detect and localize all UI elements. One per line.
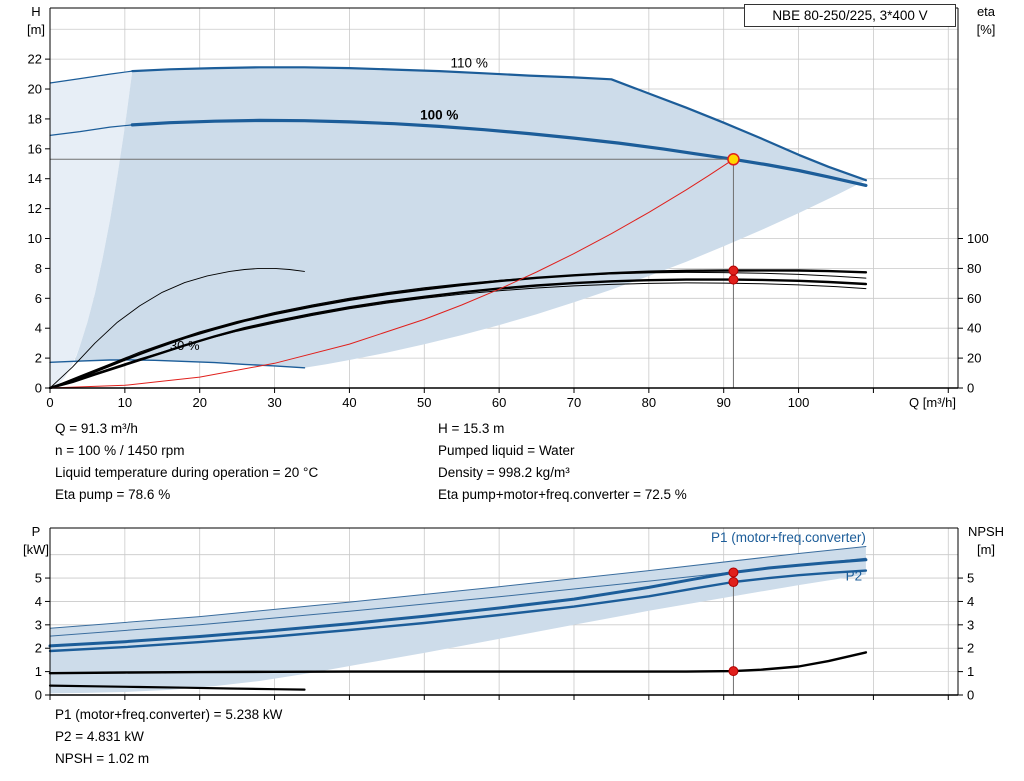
eta-total-point[interactable]: [728, 274, 739, 285]
svg-text:14: 14: [28, 171, 42, 186]
svg-text:4: 4: [35, 594, 42, 609]
svg-text:2: 2: [35, 351, 42, 366]
svg-text:20: 20: [967, 351, 981, 366]
svg-text:3: 3: [35, 617, 42, 632]
svg-text:60: 60: [492, 395, 506, 410]
curve-100: [130, 118, 868, 187]
readout-line-temperature: Liquid temperature during operation = 20…: [55, 465, 319, 480]
eta-minspeed: [49, 267, 305, 389]
svg-text:2: 2: [967, 641, 974, 656]
readout-line-p1: P1 (motor+freq.converter) = 5.238 kW: [55, 707, 283, 722]
svg-text:40: 40: [342, 395, 356, 410]
p2-curve: [48, 569, 868, 653]
readout-line-npsh: NPSH = 1.02 m: [55, 751, 150, 766]
svg-text:P1 (motor+freq.converter): P1 (motor+freq.converter): [711, 530, 866, 545]
svg-text:4: 4: [967, 594, 974, 609]
operating-envelope: [74, 67, 866, 368]
svg-text:P: P: [32, 524, 41, 539]
npsh-point[interactable]: [728, 666, 739, 677]
svg-text:10: 10: [28, 231, 42, 246]
p1-110-line: [49, 546, 867, 629]
svg-text:eta: eta: [977, 4, 996, 19]
minspeed-power: [48, 684, 306, 691]
svg-text:5: 5: [967, 571, 974, 586]
power-readout: P1 (motor+freq.converter) = 5.238 kW P2 …: [55, 704, 282, 770]
eta-pump-point[interactable]: [728, 265, 739, 276]
duty-readout-left: Q = 91.3 m³/h n = 100 % / 1450 rpm Liqui…: [55, 418, 318, 506]
svg-text:NPSH: NPSH: [968, 524, 1004, 539]
pump-model-title: NBE 80-250/225, 3*400 V: [744, 4, 956, 27]
svg-text:80: 80: [967, 261, 981, 276]
svg-text:12: 12: [28, 201, 42, 216]
svg-text:1: 1: [35, 664, 42, 679]
p1-curve: [48, 558, 868, 648]
svg-text:2: 2: [35, 641, 42, 656]
p2-point[interactable]: [728, 577, 739, 588]
svg-text:100: 100: [967, 231, 989, 246]
curve-100-lead: [49, 124, 133, 136]
duty-readout-right: H = 15.3 m Pumped liquid = Water Density…: [438, 418, 687, 506]
svg-text:18: 18: [28, 111, 42, 126]
curve-110-lead: [49, 70, 133, 84]
svg-text:100: 100: [788, 395, 810, 410]
svg-text:0: 0: [967, 688, 974, 703]
readout-line-p2: P2 = 4.831 kW: [55, 729, 144, 744]
readout-line-liquid: Pumped liquid = Water: [438, 443, 575, 458]
svg-text:50: 50: [417, 395, 431, 410]
curve-110: [131, 66, 868, 182]
svg-text:[kW]: [kW]: [23, 542, 49, 557]
svg-text:8: 8: [35, 261, 42, 276]
svg-text:3: 3: [967, 617, 974, 632]
system-curve: [49, 158, 734, 389]
svg-text:20: 20: [28, 82, 42, 97]
svg-text:16: 16: [28, 141, 42, 156]
svg-text:70: 70: [567, 395, 581, 410]
duty-point[interactable]: [727, 153, 740, 166]
svg-text:0: 0: [35, 688, 42, 703]
readout-line-q: Q = 91.3 m³/h: [55, 421, 138, 436]
svg-text:5: 5: [35, 571, 42, 586]
power-npsh-chart: 0 1 2 3 4 5 0 1 2 3 4 5 P [kW] NPSH [m] P1 (motor+freq.c…: [23, 524, 1004, 703]
svg-text:[m]: [m]: [27, 22, 45, 37]
svg-text:[m]: [m]: [977, 542, 995, 557]
svg-text:80: 80: [642, 395, 656, 410]
svg-text:22: 22: [28, 52, 42, 67]
readout-line-head: H = 15.3 m: [438, 421, 505, 436]
svg-text:1: 1: [967, 664, 974, 679]
readout-line-eta-total: Eta pump+motor+freq.converter = 72.5 %: [438, 487, 687, 502]
svg-text:10: 10: [118, 395, 132, 410]
p1-point[interactable]: [728, 567, 739, 578]
svg-text:4: 4: [35, 321, 42, 336]
svg-text:Q [m³/h]: Q [m³/h]: [909, 395, 956, 410]
svg-text:20: 20: [192, 395, 206, 410]
svg-text:0: 0: [967, 381, 974, 396]
min-flow-region: [50, 71, 133, 388]
hq-eta-chart: 0 2 4 6 8 10 12 14 16 18 20 22 0 20 40 60 80 100 0 10 20 30 40…: [27, 4, 996, 410]
svg-text:0: 0: [46, 395, 53, 410]
svg-text:90: 90: [716, 395, 730, 410]
curve-30: [49, 359, 306, 369]
svg-text:30 %: 30 %: [170, 338, 200, 353]
npsh-curve: [48, 651, 868, 675]
svg-text:60: 60: [967, 291, 981, 306]
svg-text:6: 6: [35, 291, 42, 306]
svg-text:[%]: [%]: [977, 22, 996, 37]
svg-text:P2: P2: [846, 568, 863, 583]
readout-line-density: Density = 998.2 kg/m³: [438, 465, 570, 480]
svg-text:0: 0: [35, 381, 42, 396]
readout-line-speed: n = 100 % / 1450 rpm: [55, 443, 185, 458]
svg-text:H: H: [31, 4, 40, 19]
svg-text:110 %: 110 %: [451, 55, 488, 70]
svg-text:30: 30: [267, 395, 281, 410]
svg-text:100 %: 100 %: [420, 108, 458, 123]
readout-line-eta-pump: Eta pump = 78.6 %: [55, 487, 171, 502]
svg-text:40: 40: [967, 321, 981, 336]
